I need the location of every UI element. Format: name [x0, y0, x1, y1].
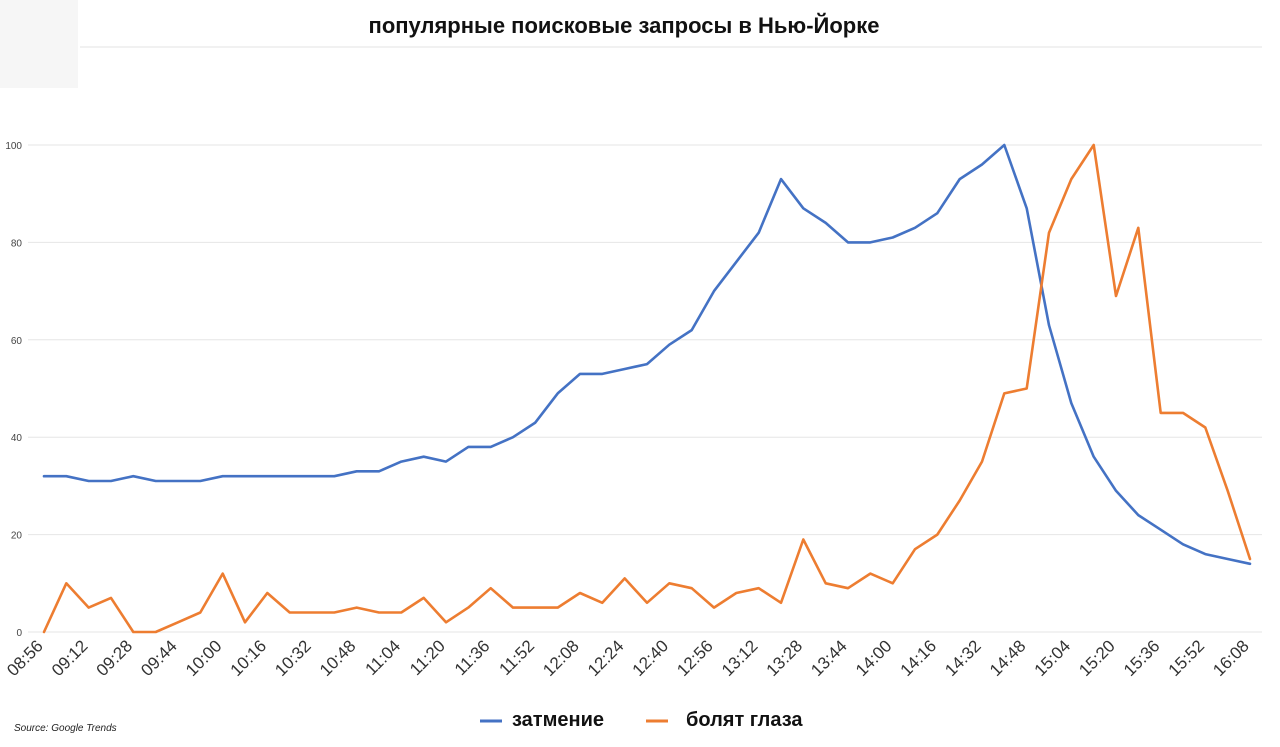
x-axis-ticks: 08:56 09:12 09:28 09:44 10:00 10:16 10:32 10:48…: [3, 636, 1253, 680]
legend-label-eclipse: затмение: [512, 709, 604, 731]
x-tick-label: 15:20: [1075, 636, 1119, 680]
y-tick-label: 20: [11, 531, 23, 542]
x-tick-label: 13:12: [718, 636, 762, 680]
x-tick-label: 13:28: [763, 636, 807, 680]
legend: затмение болят глаза: [480, 709, 803, 731]
x-tick-label: 11:52: [496, 636, 539, 679]
source-note: Source: Google Trends: [14, 723, 117, 734]
x-tick-label: 08:56: [3, 636, 47, 680]
series-line-eye-pain: [42, 143, 1252, 634]
series-line-eclipse: [42, 143, 1252, 566]
x-tick-label: 15:04: [1031, 636, 1075, 680]
x-tick-label: 09:12: [48, 636, 92, 680]
x-tick-label: 14:16: [897, 636, 941, 680]
series-lines: [42, 143, 1252, 634]
x-tick-label: 15:52: [1165, 636, 1209, 680]
x-tick-label: 11:04: [362, 636, 405, 679]
chart-title: популярные поисковые запросы в Нью-Йорке: [369, 13, 880, 38]
x-tick-label: 11:36: [451, 636, 494, 679]
y-tick-label: 100: [5, 141, 22, 152]
x-tick-label: 15:36: [1120, 636, 1164, 680]
gridlines: [28, 144, 1262, 633]
watermark-box: [0, 0, 78, 88]
x-tick-label: 14:32: [941, 636, 985, 680]
x-tick-label: 12:08: [539, 636, 583, 680]
x-tick-label: 13:44: [807, 636, 851, 680]
y-tick-label: 80: [11, 238, 23, 249]
x-tick-label: 10:48: [316, 636, 360, 680]
x-tick-label: 12:40: [629, 636, 673, 680]
x-tick-label: 10:16: [227, 636, 271, 680]
x-tick-label: 11:20: [406, 636, 449, 679]
x-tick-label: 16:08: [1209, 636, 1253, 680]
y-axis-ticks: 0 20 40 60 80 100: [5, 141, 22, 639]
x-tick-label: 10:00: [182, 636, 226, 680]
x-tick-label: 09:44: [137, 636, 181, 680]
y-tick-label: 0: [16, 628, 22, 639]
y-tick-label: 40: [11, 433, 23, 444]
x-tick-label: 14:00: [852, 636, 896, 680]
legend-label-eye-pain: болят глаза: [686, 709, 803, 731]
x-tick-label: 09:28: [93, 636, 137, 680]
x-tick-label: 14:48: [986, 636, 1030, 680]
x-tick-label: 10:32: [271, 636, 315, 680]
x-tick-label: 12:56: [673, 636, 717, 680]
x-tick-label: 12:24: [584, 636, 628, 680]
y-tick-label: 60: [11, 336, 23, 347]
